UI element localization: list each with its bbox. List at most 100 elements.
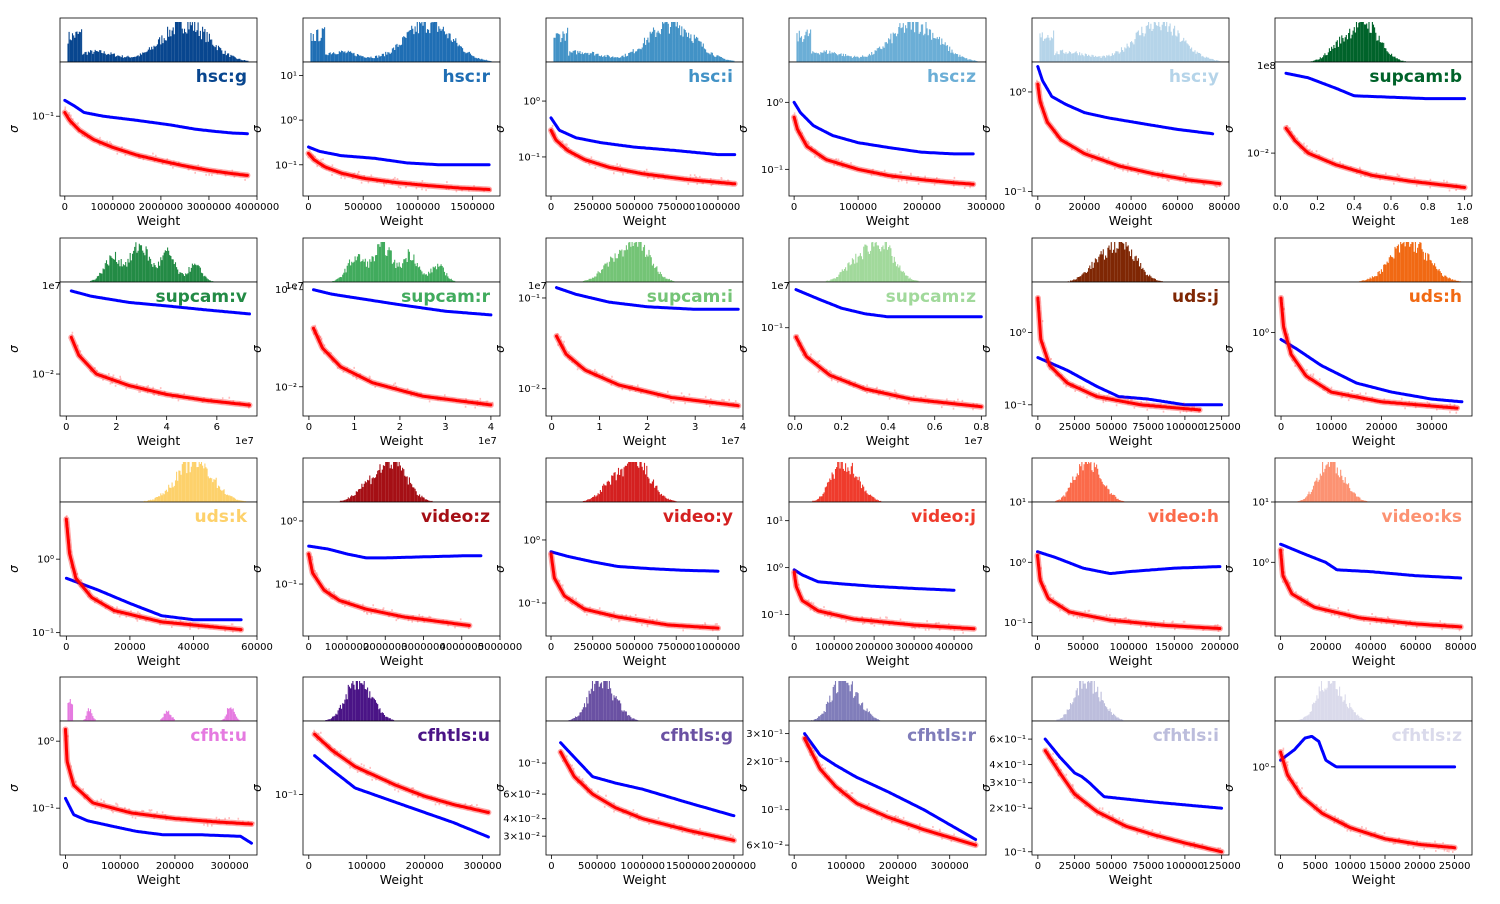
data-layer	[62, 726, 255, 845]
scatter-panel: 0 1000000 2000000 3000000 4000000 10⁻¹ Weight σ…	[7, 61, 279, 228]
y-tick-label: 10⁻¹	[1004, 400, 1026, 411]
y-tick-label: 10¹	[1009, 498, 1026, 509]
x-tick-label: 3000000	[401, 642, 446, 653]
scatter-panel: 0 1 2 3 4 10⁻² 10⁻¹ Weight σ 1e7 supcam:r	[250, 281, 501, 448]
x-tick-label: 200000	[406, 861, 444, 872]
x-tick-label: 3	[442, 422, 448, 433]
subplot-title: hsc:g	[196, 67, 247, 87]
y-axis-label: σ	[1222, 784, 1236, 792]
blue-series-line	[1279, 542, 1463, 580]
data-layer	[548, 116, 738, 187]
x-tick-label: 0.2	[834, 422, 850, 433]
x-tick-label: 10000	[1334, 861, 1366, 872]
blue-series-line	[1043, 737, 1224, 810]
subplot-hsc-g: 0 1000000 2000000 3000000 4000000 10⁻¹ Weight σ…	[7, 17, 279, 228]
scatter-panel: 0 10000 20000 30000 10⁰ Weight σ uds:h	[1222, 281, 1473, 448]
subplot-video-j: 0 100000 200000 300000 400000 10⁻¹ 10⁰ 10¹ Weigh…	[736, 457, 987, 668]
y-tick-label: 10⁰	[523, 535, 540, 546]
blue-series-line	[312, 288, 493, 317]
scatter-panel: 0 100000 200000 300000 10⁻¹ 10⁰ Weight σ hsc:z	[736, 61, 1005, 228]
x-tick-label: 0	[548, 202, 554, 213]
x-tick-label: 200000	[903, 202, 941, 213]
y-tick-label: 10⁻¹	[1004, 618, 1026, 629]
x-tick-label: 50000	[1067, 642, 1099, 653]
histogram-panel	[1031, 237, 1230, 283]
subplot-title: uds:k	[195, 507, 248, 527]
y-axis-label: σ	[493, 125, 507, 133]
x-tick-label: 1000000	[325, 642, 370, 653]
histogram-bars	[331, 242, 456, 282]
plot-frame	[302, 61, 501, 197]
y-tick-label: 10⁻²	[518, 384, 540, 395]
x-tick-label: 10000	[1315, 422, 1347, 433]
y-tick-label: 10⁰	[37, 737, 54, 748]
x-tick-label: 4000000	[439, 642, 484, 653]
subplot-supcam-b: 1e8 0.0 0.2 0.4 0.6 0.8 1.0 10⁻² Weight σ 1e8 supca…	[1222, 17, 1473, 228]
x-tick-label: 0	[63, 422, 69, 433]
y-tick-label: 3×10⁻¹	[746, 729, 783, 740]
red-series-line	[555, 334, 740, 408]
blue-series-line	[1279, 338, 1464, 404]
y-tick-label: 10⁻²	[32, 370, 54, 381]
data-layer	[553, 286, 742, 409]
x-axis-offset: 1e7	[235, 436, 254, 447]
x-axis-offset: 1e7	[721, 436, 740, 447]
subplot-cfht-u: 0 100000 200000 300000 10⁻¹ 10⁰ Weight σ cfht:u	[7, 676, 258, 887]
y-axis-label: σ	[979, 345, 993, 353]
data-layer	[793, 288, 985, 411]
y-tick-label: 10⁰	[1009, 328, 1026, 339]
scatter-panel: 0.0 0.2 0.4 0.6 0.8 1.0 10⁻² Weight σ 1e8 supcam:b	[1222, 61, 1473, 228]
histogram-frame	[1274, 237, 1473, 283]
axis-offset-label: 1e8	[1257, 61, 1276, 72]
scatter-panel: 0 100000 200000 300000 10⁻¹ Weight σ cfhtls:u	[250, 720, 502, 887]
y-tick-label: 10⁻¹	[32, 804, 54, 815]
y-tick-label: 10⁻¹	[518, 599, 540, 610]
x-tick-label: 200000	[879, 861, 917, 872]
x-axis-label: Weight	[1109, 872, 1153, 887]
x-tick-label: 40000	[178, 642, 210, 653]
histogram-bars	[67, 22, 249, 62]
x-tick-label: 1000000	[696, 642, 741, 653]
histogram-panel	[59, 457, 258, 503]
histogram-panel	[59, 676, 258, 722]
y-tick-label: 10¹	[1252, 498, 1269, 509]
y-axis-label: σ	[250, 784, 264, 792]
scatter-panel: 0 1 2 3 4 10⁻² 10⁻¹ Weight σ 1e7 supcam:i	[493, 281, 746, 448]
red-series-line	[1279, 548, 1463, 629]
histogram-panel	[302, 676, 501, 722]
x-tick-label: 0.6	[1383, 202, 1399, 213]
x-axis-label: Weight	[137, 433, 181, 448]
x-axis-label: Weight	[380, 213, 424, 228]
y-tick-label: 10⁻¹	[275, 790, 297, 801]
axis-offset-label: 1e7	[528, 281, 547, 292]
y-tick-label: 3×10⁻¹	[989, 778, 1026, 789]
plot-frame	[545, 281, 744, 417]
x-tick-label: 150000	[1155, 642, 1193, 653]
x-axis-label: Weight	[380, 653, 424, 668]
x-tick-label: 4	[740, 422, 746, 433]
y-tick-label: 6×10⁻²	[503, 790, 540, 801]
x-tick-label: 60000	[1400, 642, 1432, 653]
x-axis-label: Weight	[137, 653, 181, 668]
x-axis-label: Weight	[1352, 653, 1396, 668]
blue-series-line	[559, 741, 736, 818]
histogram-bars	[825, 242, 919, 282]
y-tick-label: 10⁻¹	[275, 285, 297, 296]
subplot-title: video:h	[1148, 507, 1219, 527]
x-tick-label: 250000	[574, 202, 612, 213]
histogram-frame	[1274, 457, 1473, 503]
histogram-bars	[339, 462, 433, 502]
histogram-frame	[788, 676, 987, 722]
x-axis-label: Weight	[1109, 653, 1153, 668]
data-layer	[557, 741, 737, 844]
x-axis-offset: 1e8	[1450, 216, 1469, 227]
x-tick-label: 100000	[1166, 422, 1204, 433]
x-tick-label: 750000	[657, 202, 695, 213]
x-tick-label: 25000	[1059, 861, 1091, 872]
plot-frame	[1031, 720, 1230, 856]
x-tick-label: 0	[62, 202, 68, 213]
data-layer	[1277, 735, 1458, 853]
x-tick-label: 20000	[1310, 642, 1342, 653]
x-tick-label: 0.6	[927, 422, 943, 433]
x-tick-label: 0	[548, 642, 554, 653]
